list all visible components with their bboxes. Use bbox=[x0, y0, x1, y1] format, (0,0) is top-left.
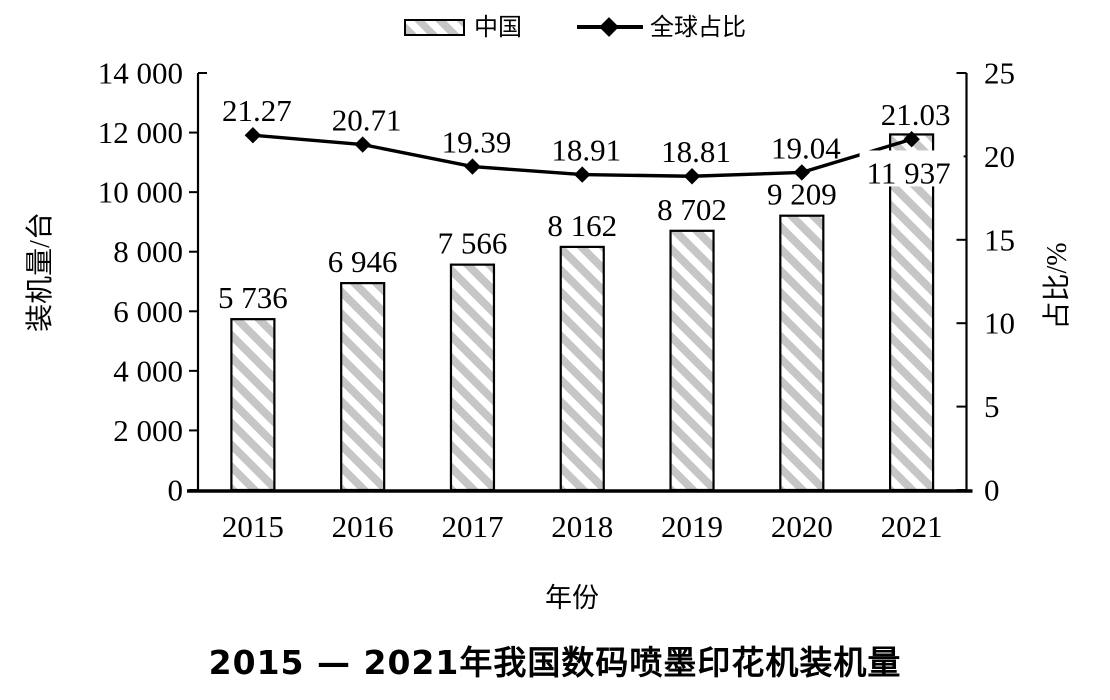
line-value-label: 20.71 bbox=[332, 103, 402, 138]
left-axis-tick-label: 8 000 bbox=[113, 234, 183, 269]
x-axis-tick-label: 2018 bbox=[551, 509, 613, 544]
right-axis-tick-label: 20 bbox=[984, 139, 1015, 174]
line-marker-2020 bbox=[793, 164, 811, 181]
line-marker-2017 bbox=[464, 158, 481, 175]
right-axis-tick-label: 10 bbox=[984, 306, 1015, 341]
bar-value-label: 5 736 bbox=[218, 280, 288, 315]
bar-value-label: 11 937 bbox=[867, 155, 951, 190]
x-axis-tick-label: 2015 bbox=[222, 509, 284, 544]
line-value-label: 19.39 bbox=[442, 125, 512, 160]
bar-2016 bbox=[340, 282, 386, 492]
line-value-label: 18.91 bbox=[551, 133, 621, 168]
x-axis-tick-label: 2020 bbox=[771, 509, 833, 544]
x-axis-tick-label: 2017 bbox=[441, 509, 503, 544]
line-marker-2016 bbox=[354, 136, 371, 153]
bar-value-label-bg bbox=[859, 150, 964, 187]
right-axis-tick-label: 25 bbox=[984, 56, 1015, 91]
x-axis-tick-label: 2016 bbox=[332, 509, 394, 544]
left-axis-tick-label: 0 bbox=[168, 473, 184, 508]
bar-2020 bbox=[779, 214, 825, 492]
x-axis-tick-label: 2021 bbox=[881, 509, 943, 544]
bar-2018 bbox=[559, 245, 605, 492]
right-axis-tick-label: 5 bbox=[984, 389, 1000, 424]
left-axis-tick-label: 2 000 bbox=[113, 413, 183, 448]
left-axis-title: 装机量/台 bbox=[25, 212, 56, 332]
x-axis-title: 年份 bbox=[545, 583, 599, 613]
right-axis-tick-label: 15 bbox=[984, 222, 1015, 257]
bar-2015 bbox=[230, 318, 276, 492]
line-value-label: 21.03 bbox=[881, 97, 951, 132]
left-axis-tick-label: 10 000 bbox=[98, 175, 183, 210]
legend-line-label: 全球占比 bbox=[650, 15, 746, 41]
left-axis-tick-label: 4 000 bbox=[113, 353, 183, 388]
bar-value-label: 9 209 bbox=[767, 177, 837, 212]
line-marker-2018 bbox=[574, 166, 591, 183]
legend-bar-label: 中国 bbox=[474, 15, 522, 41]
bar-value-label: 8 162 bbox=[547, 208, 617, 243]
line-value-label: 18.81 bbox=[661, 134, 731, 169]
line-marker-2021 bbox=[903, 131, 920, 148]
bar-2021 bbox=[889, 133, 935, 492]
line-marker-2015 bbox=[244, 127, 262, 144]
chart-title: 2015 — 2021年我国数码喷墨印花机装机量 bbox=[208, 643, 902, 682]
bar-2019 bbox=[669, 229, 715, 492]
bar-value-label: 8 702 bbox=[657, 192, 727, 227]
legend-bar-swatch bbox=[404, 19, 465, 36]
left-axis-tick-label: 12 000 bbox=[98, 115, 183, 150]
line-value-label: 19.04 bbox=[771, 130, 841, 165]
bar-value-label: 7 566 bbox=[438, 226, 508, 261]
bar-value-label: 6 946 bbox=[328, 244, 398, 279]
line-marker-2019 bbox=[683, 168, 701, 185]
right-axis-title: 占比/% bbox=[1042, 242, 1073, 330]
left-axis-tick-label: 14 000 bbox=[98, 56, 183, 91]
bar-2017 bbox=[449, 263, 496, 492]
left-axis-tick-label: 6 000 bbox=[113, 294, 183, 329]
right-axis-tick-label: 0 bbox=[984, 473, 1000, 508]
x-axis-tick-label: 2019 bbox=[661, 509, 723, 544]
line-value-label: 21.27 bbox=[222, 93, 292, 128]
